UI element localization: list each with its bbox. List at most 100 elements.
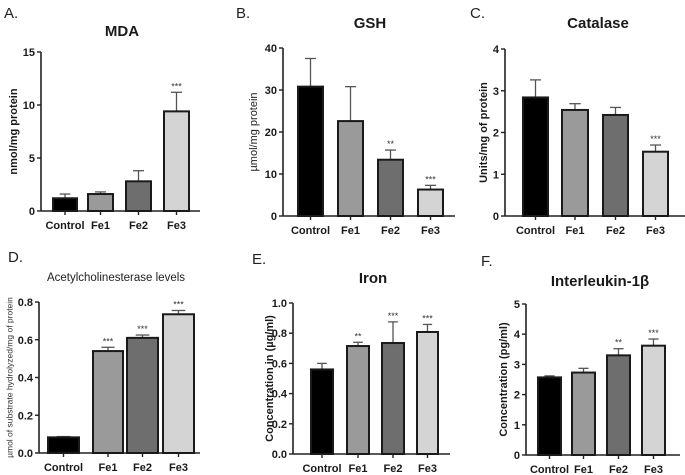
- y-tick-label: 4: [493, 44, 500, 56]
- bar-control: [52, 197, 78, 212]
- panel-letter: E.: [252, 251, 266, 268]
- y-tick-label: 0.4: [18, 373, 34, 385]
- bar-control: [522, 96, 549, 217]
- y-axis-label: Concentration (pg/ml): [498, 322, 510, 437]
- chart-title: Iron: [359, 270, 387, 287]
- significance-marker: ***: [650, 134, 661, 144]
- panel-a: A. MDA nmol/mg protein 0 5 10 15 Control Fe1 Fe2 F…: [4, 5, 200, 232]
- y-axis-label: Concentration in (µg/ml): [264, 315, 276, 442]
- bar-fe1: [337, 120, 364, 217]
- chart-title: Acetylcholinesterase levels: [47, 272, 185, 284]
- bar-fe3: [416, 330, 439, 456]
- y-tick-label: 1: [514, 420, 520, 432]
- x-tick-label: Control: [45, 220, 84, 232]
- chart-title: Catalase: [567, 15, 629, 32]
- x-tick-label: Fe1: [566, 225, 585, 237]
- y-tick-label: 0.6: [272, 358, 287, 370]
- significance-marker: ***: [137, 324, 148, 334]
- y-tick-label: 3: [493, 86, 499, 98]
- y-tick-label: 0: [514, 450, 520, 462]
- y-tick-label: 20: [265, 127, 277, 139]
- panel-letter: B.: [236, 5, 250, 22]
- significance-marker: **: [354, 331, 362, 341]
- y-tick-label: 10: [265, 169, 277, 181]
- y-tick-label: 0.6: [18, 335, 33, 347]
- bar-fe1: [87, 193, 114, 212]
- bar-control: [310, 368, 334, 455]
- x-tick-label: Control: [530, 464, 569, 475]
- panel-f: F. Interleukin-1β Concentration (pg/ml) 0 1 2…: [481, 253, 680, 475]
- x-tick-label: Control: [302, 463, 341, 475]
- bar-fe2: [381, 342, 405, 456]
- x-tick-label: Fe3: [421, 225, 440, 237]
- significance-marker: **: [387, 139, 395, 149]
- panel-e: E. Iron Concentration in (µg/ml) 0.0 0.2 0.4 0…: [252, 251, 450, 475]
- panel-b: B. GSH µmol/mg protein 0 10 20 30 40 Control Fe1 F…: [236, 5, 455, 237]
- bar-fe3: [162, 313, 195, 454]
- bar-fe2: [125, 180, 152, 213]
- y-tick-label: 0.0: [272, 449, 287, 461]
- y-tick-label: 5: [514, 299, 520, 311]
- bar-fe2: [602, 113, 629, 217]
- y-tick-label: 0.8: [18, 297, 33, 309]
- x-tick-label: Fe3: [169, 462, 188, 474]
- x-tick-label: Fe3: [646, 225, 665, 237]
- bar-control: [47, 436, 80, 454]
- bar-fe1: [346, 345, 370, 455]
- bar-fe2: [377, 158, 404, 217]
- x-tick-label: Fe2: [133, 462, 152, 474]
- y-tick-label: 5: [29, 153, 35, 165]
- y-tick-label: 1.0: [272, 298, 287, 310]
- significance-marker: ***: [425, 174, 436, 184]
- x-tick-label: Fe2: [129, 220, 148, 232]
- bar-fe1: [92, 350, 124, 455]
- y-axis-label: nmol/mg protein: [8, 88, 20, 174]
- y-axis-label: µmol of substrate hydrolyzed/mg of prote…: [4, 297, 14, 458]
- panel-letter: D.: [8, 249, 23, 266]
- significance-marker: ***: [103, 336, 114, 346]
- x-tick-label: Fe1: [574, 464, 593, 475]
- y-tick-label: 2: [493, 128, 499, 140]
- y-tick-label: 0: [29, 206, 35, 218]
- bar-fe1: [571, 371, 596, 456]
- x-tick-label: Fe2: [606, 225, 625, 237]
- y-tick-label: 0: [271, 211, 277, 223]
- x-tick-label: Fe3: [644, 464, 663, 475]
- x-tick-label: Fe3: [167, 220, 186, 232]
- chart-title: MDA: [105, 23, 139, 40]
- y-tick-label: 0.8: [272, 328, 287, 340]
- x-tick-label: Fe2: [384, 463, 403, 475]
- x-tick-label: Fe3: [418, 463, 437, 475]
- y-tick-label: 0.4: [272, 389, 288, 401]
- significance-marker: ***: [422, 313, 433, 323]
- significance-marker: ***: [171, 81, 182, 91]
- y-tick-label: 30: [265, 85, 277, 97]
- x-tick-label: Control: [44, 462, 83, 474]
- y-tick-label: 40: [265, 43, 277, 55]
- bar-fe3: [642, 150, 669, 217]
- y-axis-label: Units/mg of protein: [478, 82, 490, 183]
- bar-fe1: [561, 108, 589, 217]
- significance-marker: ***: [173, 299, 184, 309]
- bar-control: [297, 85, 324, 217]
- significance-marker: **: [615, 338, 623, 348]
- bar-fe2: [126, 336, 159, 454]
- y-tick-label: 0.0: [18, 448, 33, 460]
- y-tick-label: 10: [23, 100, 35, 112]
- panel-letter: C.: [470, 5, 485, 22]
- y-axis-label: µmol/mg protein: [248, 92, 260, 171]
- chart-title: Interleukin-1β: [551, 273, 649, 290]
- significance-marker: ***: [388, 311, 399, 321]
- y-tick-label: 2: [514, 390, 520, 402]
- y-tick-label: 4: [514, 329, 521, 341]
- x-tick-label: Fe1: [91, 220, 110, 232]
- y-tick-label: 15: [23, 47, 35, 59]
- x-tick-label: Fe2: [381, 225, 400, 237]
- bar-control: [537, 376, 562, 456]
- panel-d: D. Acetylcholinesterase levels µmol of sub…: [4, 249, 200, 474]
- x-tick-label: Fe1: [349, 463, 368, 475]
- x-tick-label: Fe1: [99, 462, 118, 474]
- y-tick-label: 0.2: [272, 419, 287, 431]
- panel-c: C. Catalase Units/mg of protein 0 1 2 3 4 Contro…: [470, 5, 685, 237]
